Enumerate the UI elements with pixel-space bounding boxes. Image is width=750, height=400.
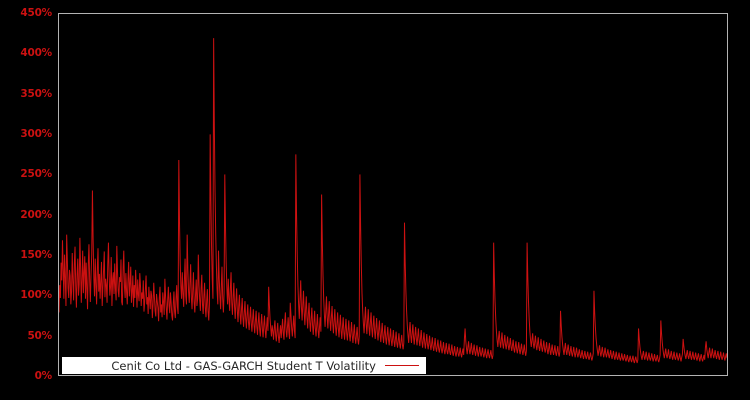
volatility-series-svg — [59, 14, 727, 375]
y-axis-tick-label: 50% — [27, 329, 52, 342]
legend-box: Cenit Co Ltd - GAS-GARCH Student T Volat… — [62, 357, 426, 374]
volatility-line — [59, 38, 727, 363]
y-axis-tick-label: 250% — [20, 168, 52, 181]
y-axis-tick-label: 200% — [20, 208, 52, 221]
legend-line-swatch — [385, 365, 419, 366]
plot-area — [58, 13, 728, 376]
y-axis-tick-label: 0% — [34, 370, 53, 382]
y-axis-tick-label: 350% — [20, 87, 52, 100]
y-axis: 450% 400% 350% 300% 250% 200% 150% 100% 50% 0% — [0, 0, 58, 400]
y-axis-tick-label: 300% — [20, 128, 52, 140]
y-axis-tick-label: 150% — [20, 249, 52, 261]
y-axis-tick-label: 400% — [20, 47, 52, 60]
y-axis-tick-label: 100% — [20, 289, 52, 302]
y-axis-tick-label: 450% — [20, 7, 52, 19]
legend-label: Cenit Co Ltd - GAS-GARCH Student T Volat… — [111, 358, 376, 373]
